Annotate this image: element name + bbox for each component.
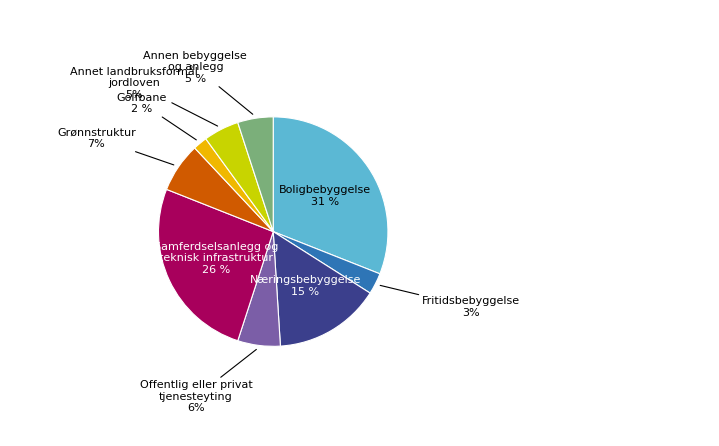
Wedge shape [273, 231, 380, 293]
Text: Boligbebyggelse
31 %: Boligbebyggelse 31 % [280, 186, 372, 207]
Text: Fritidsbebyggelse
3%: Fritidsbebyggelse 3% [380, 285, 520, 318]
Wedge shape [238, 117, 273, 231]
Text: Samferdselsanlegg og
teknisk infrastruktur
26 %: Samferdselsanlegg og teknisk infrastrukt… [154, 242, 278, 275]
Wedge shape [273, 231, 370, 346]
Wedge shape [238, 231, 280, 347]
Text: Næringsbebyggelse
15 %: Næringsbebyggelse 15 % [249, 275, 361, 297]
Text: Annen bebyggelse
og anlegg
5 %: Annen bebyggelse og anlegg 5 % [144, 51, 253, 114]
Wedge shape [195, 139, 273, 231]
Text: Offentlig eller privat
tjenesteyting
6%: Offentlig eller privat tjenesteyting 6% [139, 349, 257, 413]
Wedge shape [167, 148, 273, 231]
Wedge shape [158, 190, 273, 341]
Text: Grønnstruktur
7%: Grønnstruktur 7% [57, 127, 174, 165]
Wedge shape [273, 117, 388, 274]
Wedge shape [206, 123, 273, 231]
Text: Golfbane
2 %: Golfbane 2 % [116, 93, 196, 140]
Text: Annet landbruksformål
jordloven
5%: Annet landbruksformål jordloven 5% [70, 67, 218, 126]
